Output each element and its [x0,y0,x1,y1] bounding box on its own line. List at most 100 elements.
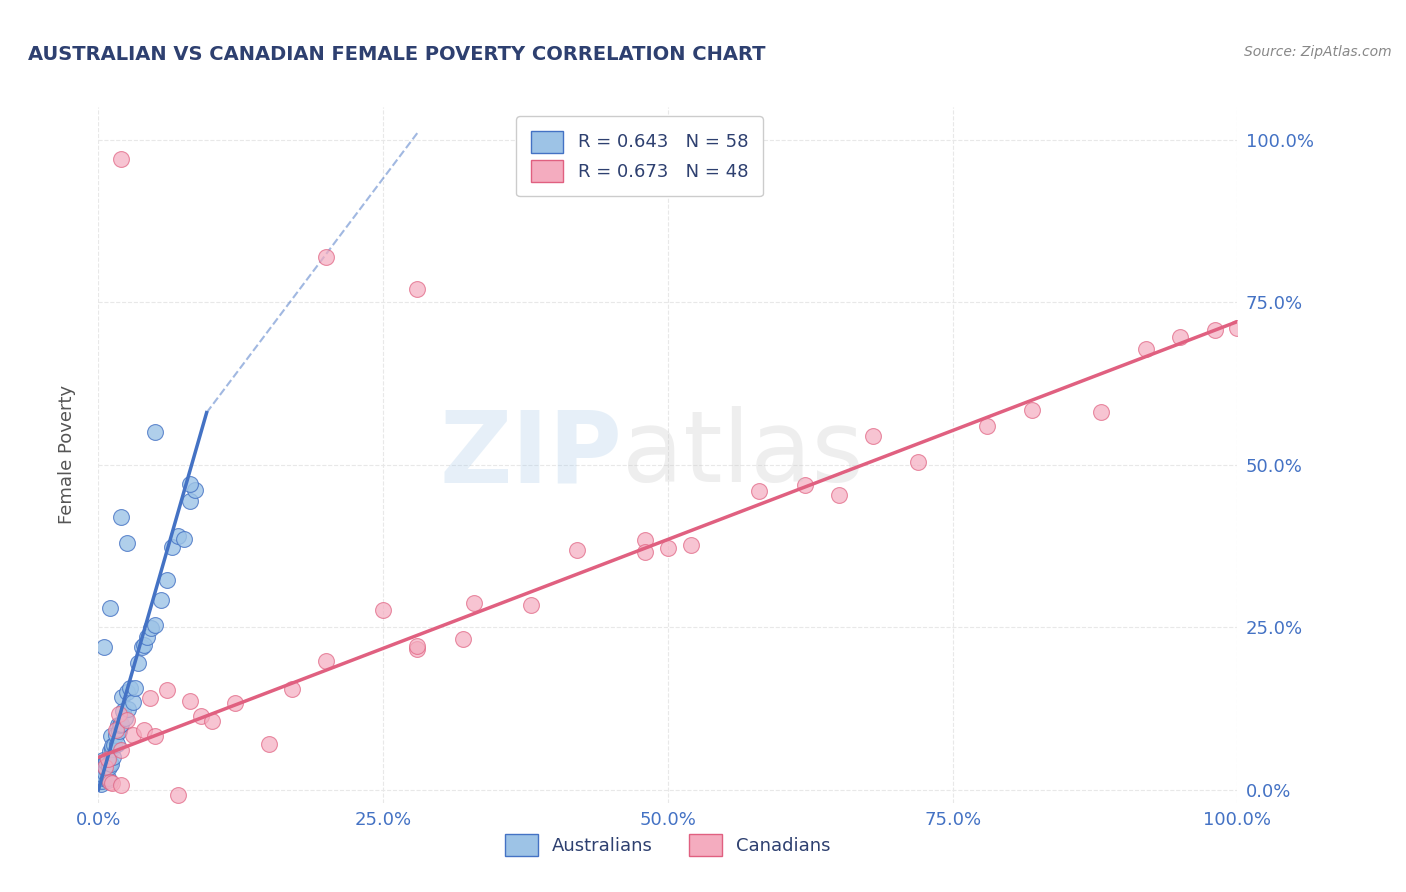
Point [90,774,112,789]
Point [96,762,118,776]
Point [406,282,429,296]
Point [1021,403,1043,417]
Point [406,641,429,656]
Point [406,639,429,653]
Point [281,681,304,696]
Point [1204,323,1226,337]
Point [132,638,155,652]
Point [104,728,127,742]
Point [110,778,132,792]
Point [862,429,884,443]
Point [93,640,115,654]
Point [115,713,138,727]
Point [98,744,121,758]
Point [108,717,131,731]
Y-axis label: Female Poverty: Female Poverty [58,385,76,524]
Point [115,685,138,699]
Point [145,425,167,439]
Point [114,711,136,725]
Point [976,419,998,434]
Text: ZIP: ZIP [440,407,623,503]
Point [90,757,112,772]
Point [96,756,118,770]
Point [131,640,153,654]
Point [117,702,139,716]
Point [139,621,162,635]
Point [679,537,702,551]
Point [907,455,929,469]
Point [748,484,770,499]
Point [94,756,117,770]
Point [224,696,246,710]
Point [156,573,179,587]
Point [105,737,128,751]
Point [179,493,201,508]
Point [634,533,657,547]
Point [132,723,155,738]
Point [97,760,120,774]
Point [96,771,118,785]
Point [97,756,120,770]
Point [96,751,118,765]
Point [657,541,679,556]
Point [145,618,167,632]
Point [121,728,143,742]
Point [127,656,149,670]
Text: AUSTRALIAN VS CANADIAN FEMALE POVERTY CORRELATION CHART: AUSTRALIAN VS CANADIAN FEMALE POVERTY CO… [28,45,766,63]
Point [179,694,201,708]
Point [104,723,127,737]
Point [259,737,281,751]
Point [828,488,851,502]
Point [93,757,115,772]
Point [520,598,543,612]
Point [103,738,125,752]
Point [173,532,195,546]
Point [94,760,117,774]
Point [89,774,111,789]
Point [150,593,173,607]
Point [463,596,485,610]
Point [1090,405,1112,419]
Point [98,756,121,770]
Point [110,717,132,731]
Point [108,724,131,739]
Point [112,704,135,718]
Point [315,654,337,668]
Point [90,769,112,783]
Text: Source: ZipAtlas.com: Source: ZipAtlas.com [1244,45,1392,59]
Point [565,543,588,558]
Point [98,600,121,615]
Point [184,483,207,497]
Point [451,632,474,646]
Point [94,765,117,780]
Point [108,707,131,722]
Point [91,753,114,767]
Point [100,729,122,743]
Point [634,545,657,559]
Point [90,777,112,791]
Point [315,250,337,264]
Point [115,535,138,549]
Point [121,695,143,709]
Point [110,743,132,757]
Point [371,603,394,617]
Point [124,681,146,696]
Point [103,750,125,764]
Point [179,477,201,491]
Point [793,477,815,491]
Point [110,152,132,166]
Point [190,708,212,723]
Point [101,739,124,754]
Point [162,540,184,554]
Point [93,770,115,784]
Point [107,718,129,732]
Point [145,730,167,744]
Point [101,742,124,756]
Point [138,690,160,705]
Point [1135,342,1157,356]
Point [167,788,190,802]
Point [136,630,159,644]
Point [156,683,179,698]
Point [111,690,134,704]
Point [167,529,190,543]
